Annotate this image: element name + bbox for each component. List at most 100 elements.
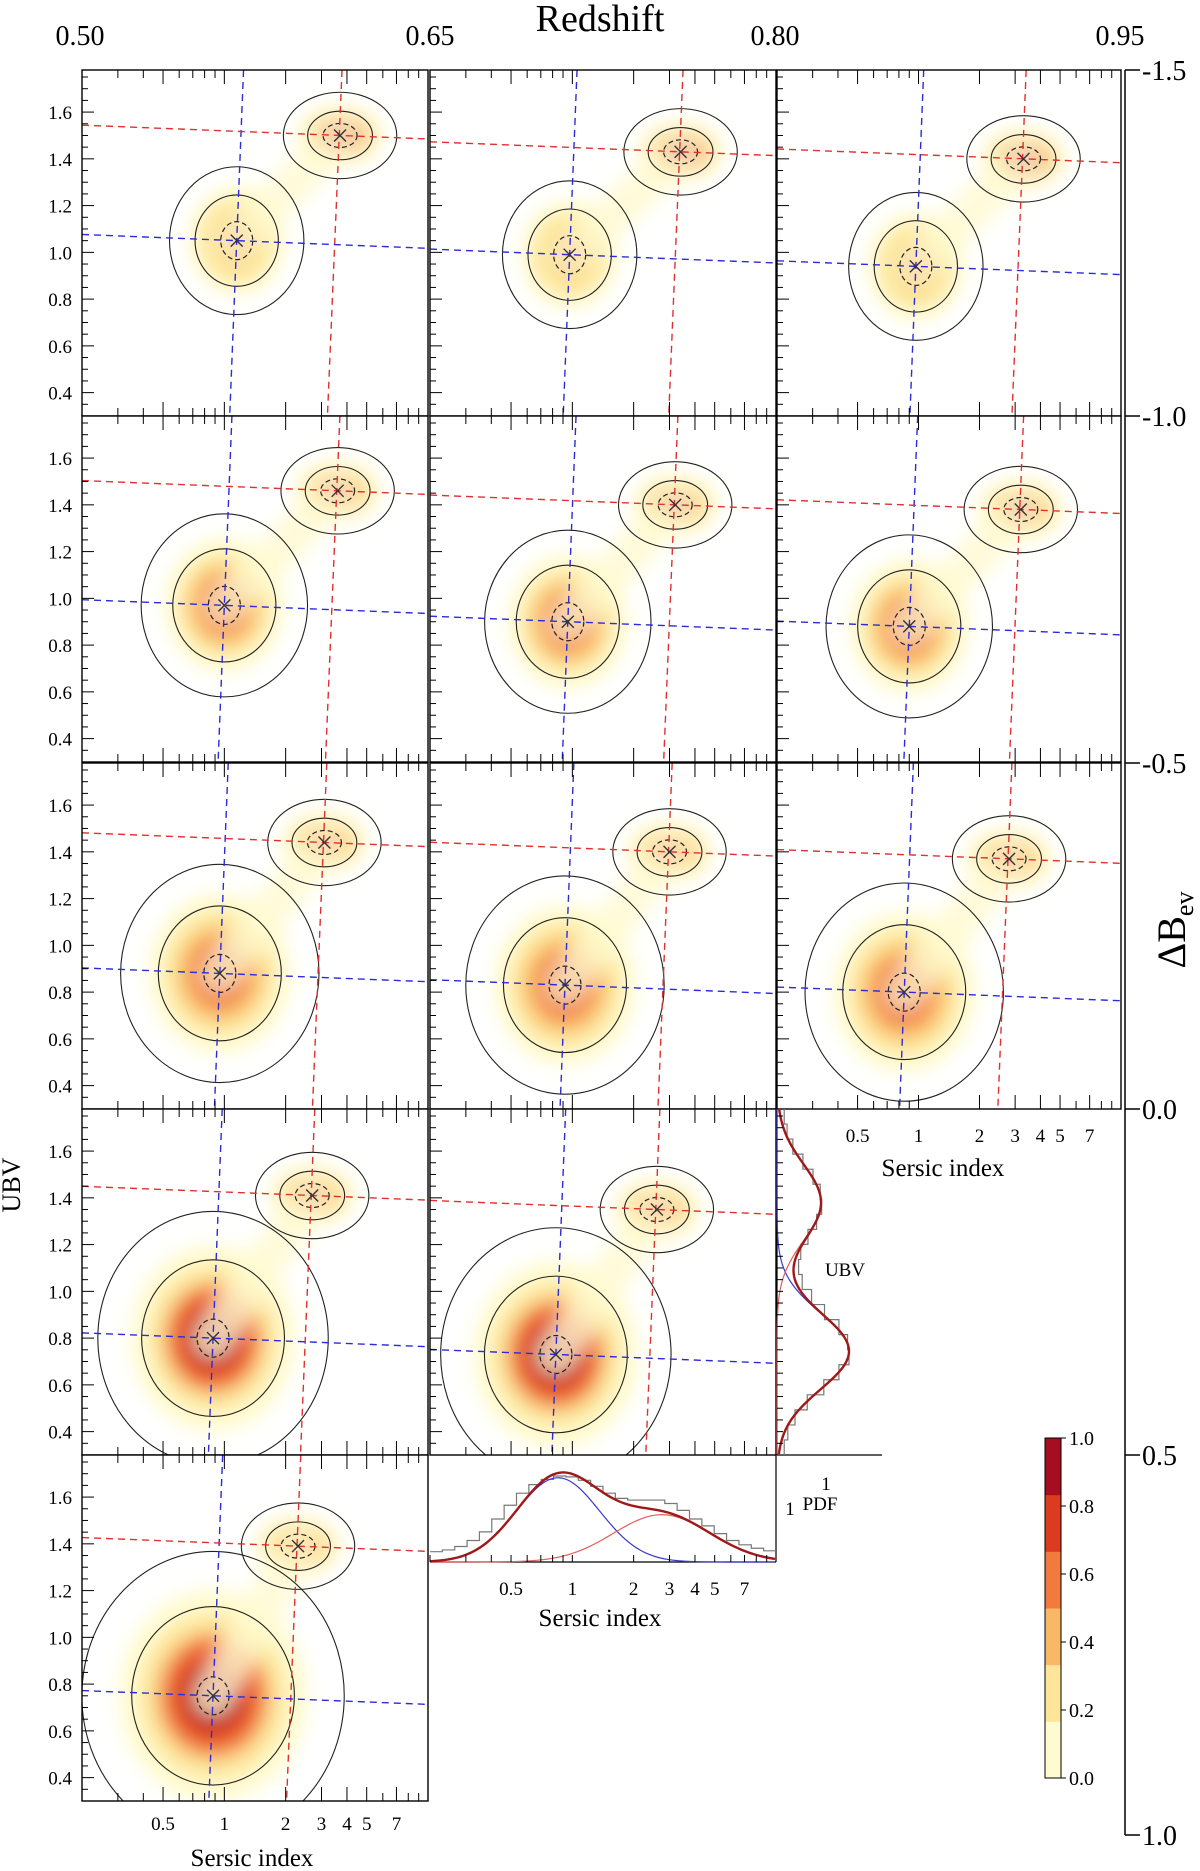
contour-dashed — [306, 829, 343, 856]
contour — [951, 815, 1067, 903]
contour — [623, 108, 738, 196]
x-tick-label: 0.5 — [151, 1814, 175, 1835]
contour — [254, 1151, 370, 1240]
contour-dashed — [991, 846, 1027, 872]
y-tick-label: 1.6 — [48, 1488, 72, 1509]
marginal-pdf-tick: 1 — [785, 1499, 795, 1520]
panel: 1.6 1.4 1.2 1.0 0.8 0.6 0.4 — [48, 1454, 429, 1802]
y-tick-label: 0.8 — [48, 1675, 72, 1696]
colorbar-segment — [1045, 1608, 1061, 1666]
contour — [527, 208, 612, 301]
y-tick-label: 1.0 — [48, 243, 72, 264]
peak-marker — [668, 498, 682, 512]
peak-marker — [1014, 503, 1028, 517]
peak-marker — [331, 484, 345, 498]
blue-vertical-line — [551, 1109, 567, 1455]
red-horizontal-line — [82, 832, 428, 848]
contour — [282, 91, 398, 180]
contour — [141, 1259, 286, 1417]
left-axis-label: UBV — [0, 1157, 26, 1212]
fit-blue — [776, 1109, 850, 1455]
x-tick-label: 5 — [1055, 1126, 1065, 1147]
contour — [194, 194, 279, 287]
contour — [515, 564, 620, 679]
right-tick: 0.0 — [1142, 1095, 1177, 1126]
blue-horizontal-line — [777, 620, 1121, 636]
contour — [825, 534, 994, 719]
blue-horizontal-line — [430, 1348, 776, 1364]
contour — [966, 115, 1081, 203]
y-tick-label: 1.2 — [48, 1582, 72, 1603]
contour-dashed — [548, 965, 582, 1005]
panel: 1.6 1.4 1.2 1.0 0.8 0.6 0.4 — [48, 69, 429, 417]
red-horizontal-line — [430, 141, 776, 157]
y-tick-label: 0.6 — [48, 1030, 72, 1051]
peak-marker — [317, 835, 331, 849]
peak-marker — [217, 598, 231, 612]
contour — [168, 166, 305, 316]
contour-dashed — [220, 221, 254, 261]
red-horizontal-line — [777, 499, 1121, 515]
contour — [97, 1210, 329, 1455]
colorbar-segment — [1045, 1551, 1061, 1609]
x-tick-label: 5 — [710, 1579, 720, 1600]
y-tick-label: 1.0 — [48, 589, 72, 610]
x-tick-label: 4 — [690, 1579, 700, 1600]
marginal-pdf-label: PDF — [803, 1494, 838, 1515]
blue-vertical-line — [903, 416, 919, 762]
blue-horizontal-line — [82, 1332, 428, 1348]
contour — [857, 569, 962, 684]
contour — [501, 180, 638, 330]
panel-frame — [81, 415, 429, 763]
red-horizontal-line — [430, 1199, 776, 1215]
contour — [131, 1606, 295, 1786]
y-tick-label: 1.2 — [48, 1236, 72, 1257]
panel-frame — [429, 1108, 777, 1456]
top-tick: 0.65 — [406, 21, 455, 52]
colorbar-tick-label: 0.8 — [1069, 1496, 1094, 1518]
contour — [157, 905, 282, 1042]
x-tick-label: 7 — [740, 1579, 750, 1600]
red-vertical-line — [1008, 416, 1025, 762]
contour-dashed — [553, 235, 587, 275]
contour — [465, 875, 665, 1095]
blue-vertical-line — [207, 1109, 223, 1455]
right-axis-label: ΔBev — [1149, 892, 1199, 969]
red-horizontal-line — [82, 479, 428, 496]
y-tick-label: 1.4 — [48, 496, 72, 517]
colorbar: 0.0 0.2 0.4 0.6 0.8 1.0 — [1044, 1428, 1094, 1790]
peak-marker — [206, 1331, 220, 1345]
heat-bridge — [199, 822, 345, 994]
heat-bridge — [549, 131, 701, 275]
panel — [429, 69, 777, 417]
red-vertical-line — [997, 763, 1013, 1109]
contour-dashed — [539, 1334, 573, 1375]
red-vertical-line — [285, 1455, 302, 1801]
y-tick-label: 1.4 — [48, 1189, 72, 1210]
blue-horizontal-line — [82, 967, 428, 983]
x-tick-label: 4 — [342, 1814, 352, 1835]
x-axis-labels: 0.5 1 2 3 4 5 70.5 1 2 3 4 5 70.5 1 2 3 4 5 7 — [151, 1126, 1094, 1835]
blue-vertical-line — [213, 763, 229, 1109]
red-horizontal-line — [777, 148, 1121, 164]
heat-bridge — [193, 1175, 333, 1359]
y-tick-label: 0.4 — [48, 1769, 72, 1790]
y-tick-label: 0.6 — [48, 683, 72, 704]
blue-horizontal-line — [777, 986, 1121, 1002]
contour-dashed — [203, 953, 237, 994]
colorbar-segment — [1045, 1438, 1061, 1496]
x-tick-label: 2 — [975, 1126, 985, 1147]
y-tick-label: 1.2 — [48, 890, 72, 911]
red-vertical-line — [657, 763, 673, 1109]
red-horizontal-line — [82, 124, 428, 140]
colorbar-tick-label: 0.0 — [1069, 1768, 1094, 1790]
blue-horizontal-line — [430, 978, 776, 995]
x-tick-label: 0.5 — [846, 1126, 870, 1147]
heat-bridge — [884, 838, 1030, 1013]
marginal-x-label: Sersic index — [539, 1605, 662, 1632]
y-tick-label: 1.0 — [48, 936, 72, 957]
panel — [429, 415, 777, 763]
y-tick-label: 1.6 — [48, 796, 72, 817]
red-vertical-line — [667, 70, 684, 416]
contour — [484, 529, 652, 714]
